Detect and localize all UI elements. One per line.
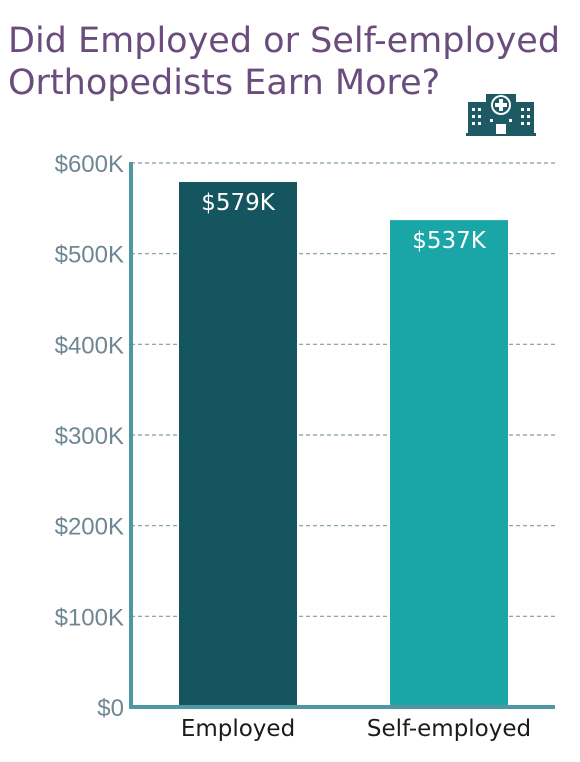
y-tick-label: $400K bbox=[55, 332, 124, 359]
x-category-label: Employed bbox=[181, 716, 295, 742]
y-tick-label: $100K bbox=[55, 604, 124, 631]
x-category-label: Self-employed bbox=[367, 716, 531, 742]
bar-employed bbox=[179, 182, 297, 708]
y-tick-label: $300K bbox=[55, 423, 124, 450]
y-tick-label: $600K bbox=[55, 151, 124, 178]
data-label: $579K bbox=[201, 190, 276, 216]
y-tick-label: $200K bbox=[55, 514, 124, 541]
title-line-1: Did Employed or Self-employed bbox=[8, 21, 561, 61]
title-line-2: Orthopedists Earn More? bbox=[8, 63, 441, 103]
bar-self-employed bbox=[390, 220, 508, 707]
data-label: $537K bbox=[412, 228, 487, 254]
chart-title: Did Employed or Self-employed Orthopedis… bbox=[8, 20, 568, 104]
hospital-icon bbox=[466, 94, 536, 136]
y-tick-label: $500K bbox=[55, 242, 124, 269]
y-tick-label: $0 bbox=[97, 695, 124, 722]
